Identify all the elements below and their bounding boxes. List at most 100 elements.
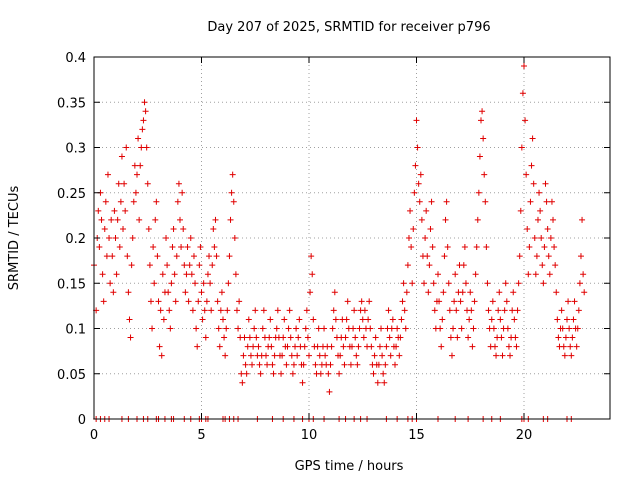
data-point (347, 361, 354, 368)
data-point (484, 280, 491, 287)
data-point (221, 334, 228, 341)
data-point (215, 325, 222, 332)
data-point (195, 298, 202, 305)
data-point (284, 343, 291, 350)
data-point (392, 361, 398, 368)
data-point (497, 316, 504, 323)
data-point (412, 162, 419, 169)
data-point (235, 325, 242, 332)
data-point (227, 216, 234, 223)
data-point (374, 379, 381, 386)
data-point (349, 343, 355, 350)
data-point (498, 334, 505, 341)
data-point (307, 289, 314, 296)
data-point (564, 316, 570, 323)
data-point (408, 244, 415, 251)
data-point (179, 189, 186, 196)
data-point (240, 352, 247, 359)
data-point (160, 316, 167, 323)
data-point (426, 262, 433, 269)
data-point (546, 271, 553, 278)
data-point (445, 280, 452, 287)
data-point (577, 253, 584, 260)
data-point (170, 225, 177, 232)
data-point (280, 334, 287, 341)
data-point (375, 361, 382, 368)
data-point (146, 262, 153, 269)
data-point (289, 370, 296, 377)
data-point (415, 180, 422, 187)
data-point (286, 307, 293, 314)
data-point (483, 244, 490, 251)
data-point (178, 244, 185, 251)
data-point (574, 325, 581, 332)
data-point (550, 216, 557, 223)
data-point (502, 280, 509, 287)
data-point (106, 235, 113, 241)
data-point (366, 298, 373, 305)
data-point (266, 334, 273, 341)
data-point (385, 307, 392, 314)
x-axis-label: GPS time / hours (295, 459, 404, 474)
data-point (413, 117, 420, 124)
data-point (152, 216, 159, 223)
data-point (98, 216, 105, 223)
data-point (216, 343, 223, 350)
data-point (538, 235, 545, 241)
data-point (247, 352, 254, 359)
data-point (293, 325, 300, 332)
data-point (294, 352, 301, 359)
data-point (151, 280, 158, 287)
data-point (527, 198, 534, 205)
data-point (183, 271, 190, 278)
data-point (398, 316, 405, 323)
data-point (370, 370, 377, 377)
data-point (402, 325, 409, 332)
data-point (186, 262, 193, 269)
data-point (393, 343, 400, 350)
data-point (479, 108, 486, 115)
data-point (474, 216, 481, 223)
y-tick-label: 0.2 (65, 232, 86, 247)
data-point (459, 289, 466, 296)
data-point (257, 370, 264, 377)
data-point (519, 90, 526, 97)
data-point (104, 171, 111, 178)
data-point (476, 153, 483, 160)
data-point (351, 307, 358, 314)
data-point (129, 235, 136, 241)
data-point (199, 316, 206, 323)
data-point (125, 289, 132, 296)
data-point (575, 307, 582, 314)
data-point (518, 144, 525, 151)
data-point (581, 289, 588, 296)
data-point (536, 189, 543, 196)
data-point (229, 171, 236, 178)
data-point (512, 334, 519, 341)
data-point (386, 334, 393, 341)
data-point (407, 207, 414, 214)
data-point (450, 325, 457, 332)
data-point (142, 108, 149, 115)
data-point (337, 352, 344, 359)
data-point (569, 334, 576, 341)
data-point (555, 334, 562, 341)
data-point (127, 334, 134, 341)
data-point (147, 298, 154, 305)
data-point (524, 225, 531, 232)
data-point (465, 334, 472, 341)
y-tick-label: 0.1 (65, 323, 86, 338)
data-point (224, 307, 231, 314)
data-point (400, 280, 407, 287)
data-point (566, 325, 573, 332)
data-point (410, 225, 417, 232)
data-point (154, 253, 161, 260)
data-point (467, 289, 474, 296)
data-point (478, 117, 484, 124)
data-point (480, 135, 487, 142)
x-tick-label: 15 (408, 428, 425, 443)
data-point (130, 198, 137, 205)
data-point (441, 253, 448, 260)
data-point (101, 225, 108, 232)
data-point (526, 244, 533, 251)
